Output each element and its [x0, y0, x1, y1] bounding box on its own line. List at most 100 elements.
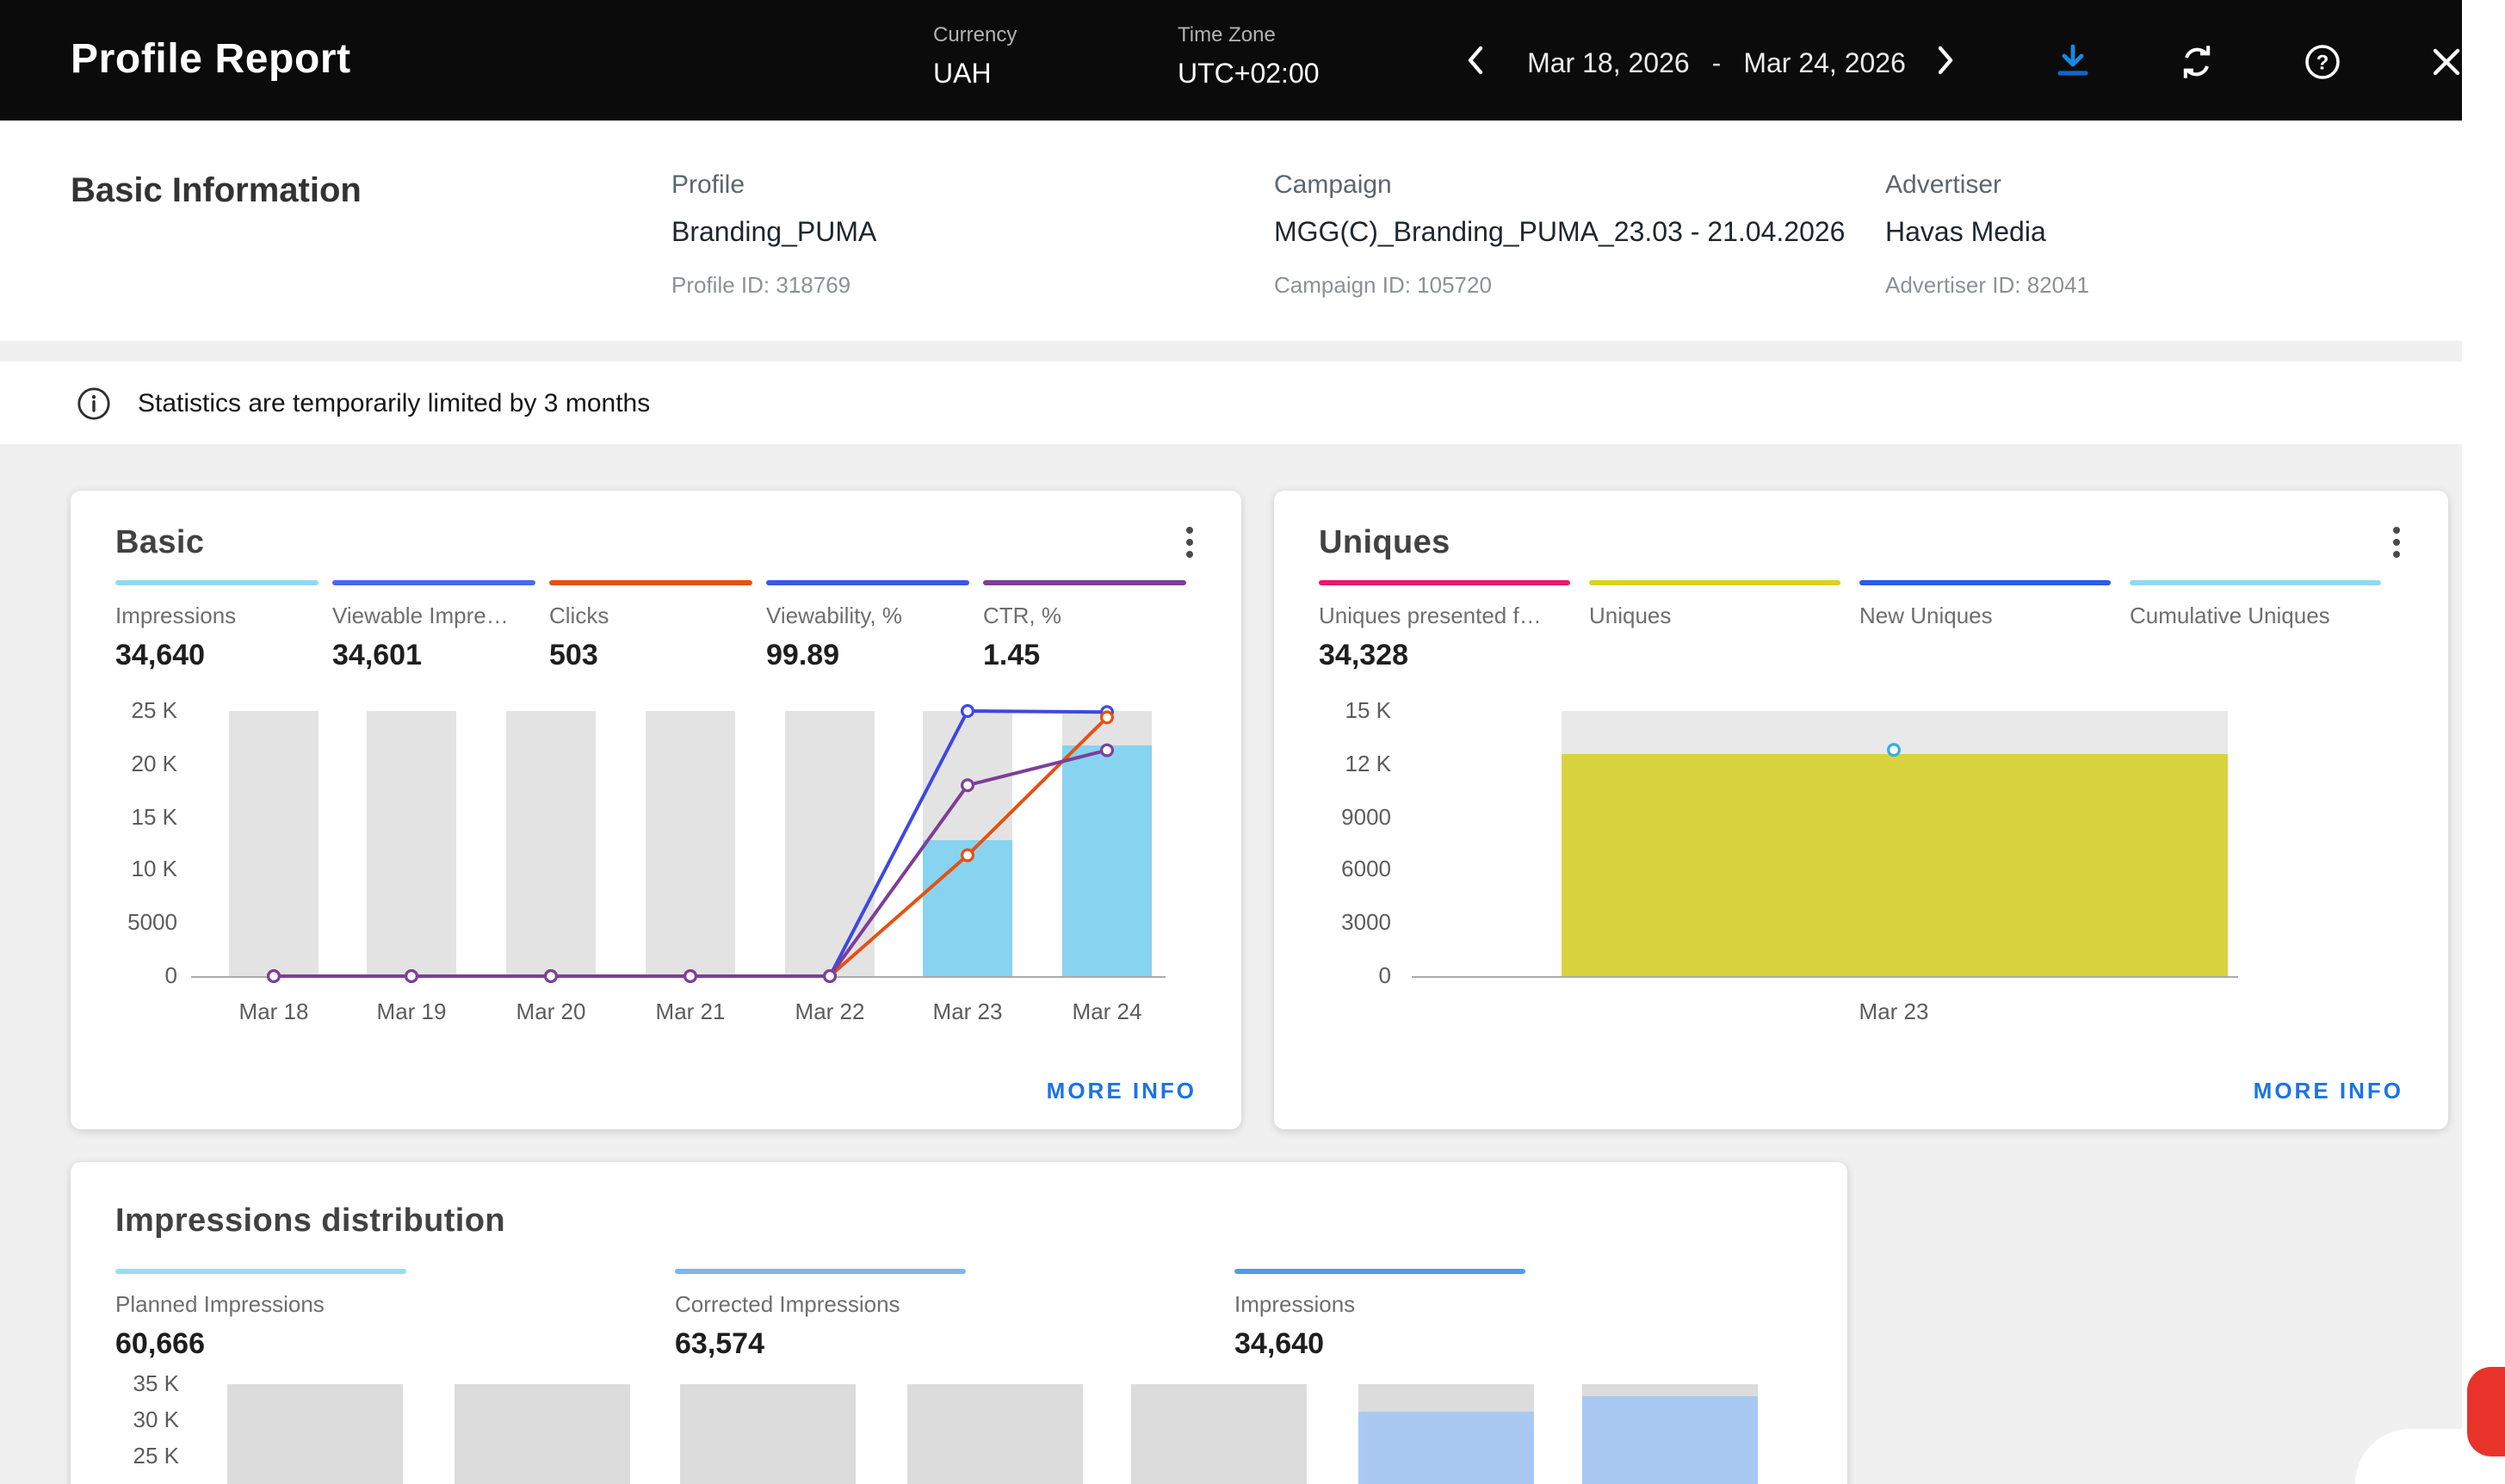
date-separator: -	[1711, 50, 1722, 79]
metric-value: 34,640	[1234, 1327, 1324, 1360]
metric-corrected-impressions[interactable]: Corrected Impressions 63,574	[675, 1269, 966, 1362]
svg-text:?: ?	[2316, 51, 2329, 74]
prev-period-button[interactable]	[1455, 40, 1496, 81]
metric-value: 34,328	[1319, 639, 1408, 671]
y-axis-label: 10 K	[131, 856, 178, 882]
profile-label: Profile	[671, 170, 745, 200]
x-axis-label: Mar 23	[1859, 999, 1929, 1024]
advertiser-id: Advertiser ID: 82041	[1885, 272, 2090, 298]
chart-bar	[1062, 745, 1152, 976]
refresh-button[interactable]	[2174, 40, 2219, 84]
info-icon	[77, 386, 110, 419]
metric-uniques-presented-f[interactable]: Uniques presented f… 34,328	[1319, 580, 1570, 673]
chart-background-bar	[1131, 1384, 1307, 1484]
chart-background-bar	[646, 711, 735, 976]
metric-color-line	[2130, 580, 2381, 585]
basic-more-info-link[interactable]: MORE INFO	[1046, 1078, 1197, 1104]
notice-text: Statistics are temporarily limited by 3 …	[138, 388, 651, 417]
x-axis-line	[1412, 976, 2238, 978]
uniques-chart: 15 K 12 K 9000 6000 3000 0 Mar 23	[1274, 697, 2448, 1050]
timezone-value[interactable]: UTC+02:00	[1178, 60, 1320, 90]
next-period-button[interactable]	[1925, 40, 1966, 81]
chart-background-bar	[907, 1384, 1083, 1484]
help-icon: ?	[2305, 45, 2340, 79]
x-axis-label: Mar 19	[376, 999, 447, 1024]
uniques-card-menu-button[interactable]	[2376, 522, 2417, 563]
metric-value: 34,601	[332, 639, 422, 671]
y-axis-label: 15 K	[1345, 697, 1392, 723]
metric-impressions[interactable]: Impressions 34,640	[1234, 1269, 1525, 1362]
card-title-uniques: Uniques	[1319, 525, 1450, 561]
download-icon	[2057, 44, 2088, 76]
impressions-distribution-card: Impressions distribution Planned Impress…	[71, 1162, 1847, 1484]
metric-impressions[interactable]: Impressions 34,640	[115, 580, 319, 673]
section-title: Basic Information	[71, 172, 362, 210]
metric-new-uniques[interactable]: New Uniques	[1859, 580, 2111, 673]
metric-planned-impressions[interactable]: Planned Impressions 60,666	[115, 1269, 406, 1362]
x-axis-label: Mar 22	[795, 999, 865, 1024]
x-axis-label: Mar 20	[516, 999, 586, 1024]
basic-card-menu-button[interactable]	[1169, 522, 1210, 563]
metric-color-line	[983, 580, 1186, 585]
uniques-legend: Uniques presented f… 34,328 Uniques New Uni…	[1319, 580, 2400, 673]
metric-label: Clicks	[549, 603, 609, 628]
timezone-selector[interactable]: Time Zone UTC+02:00	[1178, 22, 1320, 91]
help-button[interactable]: ?	[2300, 40, 2345, 84]
x-axis-label: Mar 18	[238, 999, 309, 1024]
metric-color-line	[115, 1269, 406, 1274]
metric-value: 99.89	[766, 639, 840, 671]
profile-id: Profile ID: 318769	[671, 272, 851, 298]
currency-value[interactable]: UAH	[933, 60, 992, 90]
basic-card: Basic Impressions 34,640 Viewable Impre… 34…	[71, 491, 1241, 1129]
basic-information-section: Basic Information Profile Branding_PUMA …	[0, 121, 2462, 341]
y-axis-label: 35 K	[133, 1370, 180, 1396]
metric-value	[1589, 639, 1840, 670]
y-axis-label: 0	[1378, 962, 1391, 988]
close-button[interactable]	[2424, 40, 2469, 84]
chart-background-bar	[680, 1384, 856, 1484]
metric-label: Corrected Impressions	[675, 1291, 900, 1317]
metric-color-line	[1589, 580, 1840, 585]
campaign-value: MGG(C)_Branding_PUMA_23.03 - 21.04.2026	[1274, 219, 1846, 248]
metric-value: 1.45	[983, 639, 1041, 671]
metric-cumulative-uniques[interactable]: Cumulative Uniques	[2130, 580, 2381, 673]
chart-background-bar	[785, 711, 875, 976]
chart-bar	[1358, 1412, 1534, 1484]
metric-label: Uniques presented f…	[1319, 603, 1542, 628]
currency-selector[interactable]: Currency UAH	[933, 22, 1017, 91]
currency-label: Currency	[933, 22, 1017, 46]
metric-color-line	[675, 1269, 966, 1274]
metric-label: Cumulative Uniques	[2130, 603, 2330, 628]
metric-uniques[interactable]: Uniques	[1589, 580, 1840, 673]
advertiser-field: Advertiser Havas Media Advertiser ID: 82…	[1885, 170, 2089, 298]
y-axis-label: 20 K	[131, 750, 178, 776]
campaign-id: Campaign ID: 105720	[1274, 272, 1492, 298]
x-axis-label: Mar 23	[932, 999, 1003, 1024]
uniques-more-info-link[interactable]: MORE INFO	[2253, 1078, 2403, 1104]
date-range[interactable]: Mar 18, 2026 - Mar 24, 2026	[1515, 50, 1918, 81]
metric-viewability[interactable]: Viewability, % 99.89	[766, 580, 969, 673]
download-button[interactable]	[2050, 40, 2095, 84]
refresh-icon	[2183, 46, 2211, 78]
metric-value: 60,666	[115, 1327, 205, 1360]
y-axis-label: 5000	[127, 909, 177, 936]
metric-clicks[interactable]: Clicks 503	[549, 580, 752, 673]
metric-color-line	[766, 580, 969, 585]
x-axis-label: Mar 24	[1072, 999, 1142, 1024]
metric-label: Impressions	[115, 603, 237, 628]
profile-field: Profile Branding_PUMA Profile ID: 318769	[671, 170, 876, 298]
feedback-fab-button[interactable]	[2467, 1367, 2505, 1456]
metric-color-line	[549, 580, 752, 585]
right-margin	[2462, 0, 2505, 1484]
page-title: Profile Report	[71, 36, 351, 83]
chart-background-bar	[367, 711, 456, 976]
chart-background-bar	[227, 1384, 403, 1484]
metric-viewable-impre[interactable]: Viewable Impre… 34,601	[332, 580, 535, 673]
impressions-distribution-chart: 35 K 30 K 25 K	[71, 1370, 1847, 1484]
notice-strip: Statistics are temporarily limited by 3 …	[0, 362, 2462, 444]
y-axis-label: 25 K	[131, 697, 178, 723]
date-end: Mar 24, 2026	[1743, 50, 1906, 79]
chart-background-bar	[229, 711, 319, 976]
chart-background-bar	[506, 711, 596, 976]
metric-ctr[interactable]: CTR, % 1.45	[983, 580, 1186, 673]
